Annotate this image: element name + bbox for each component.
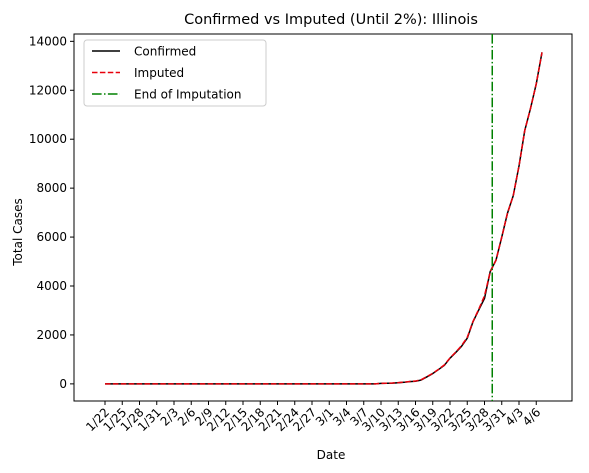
y-tick-label: 8000 — [36, 181, 67, 195]
y-tick-label: 0 — [59, 377, 67, 391]
y-tick-label: 10000 — [29, 132, 67, 146]
plot-area — [73, 33, 573, 402]
y-axis: 0 2000 4000 6000 8000 10000 12000 14000 — [29, 34, 74, 391]
y-tick-label: 6000 — [36, 230, 67, 244]
series-line-imputed — [105, 52, 543, 385]
y-tick-label: 14000 — [29, 34, 67, 48]
y-tick-label: 12000 — [29, 83, 67, 97]
legend-label: Imputed — [134, 66, 184, 80]
y-axis-label: Total Cases — [11, 198, 25, 266]
legend: Confirmed Imputed End of Imputation — [83, 39, 267, 107]
x-tick-label: 4/6 — [520, 405, 544, 429]
x-axis: 1/221/251/281/312/32/62/92/122/152/182/2… — [83, 401, 543, 434]
legend-box — [83, 39, 267, 107]
plot-frame — [73, 33, 573, 402]
legend-label: Confirmed — [134, 45, 196, 59]
legend-label: End of Imputation — [134, 88, 242, 102]
y-tick-label: 2000 — [36, 328, 67, 342]
x-axis-label: Date — [317, 448, 346, 462]
chart-title: Confirmed vs Imputed (Until 2%): Illinoi… — [184, 12, 478, 28]
y-tick-label: 4000 — [36, 279, 67, 293]
